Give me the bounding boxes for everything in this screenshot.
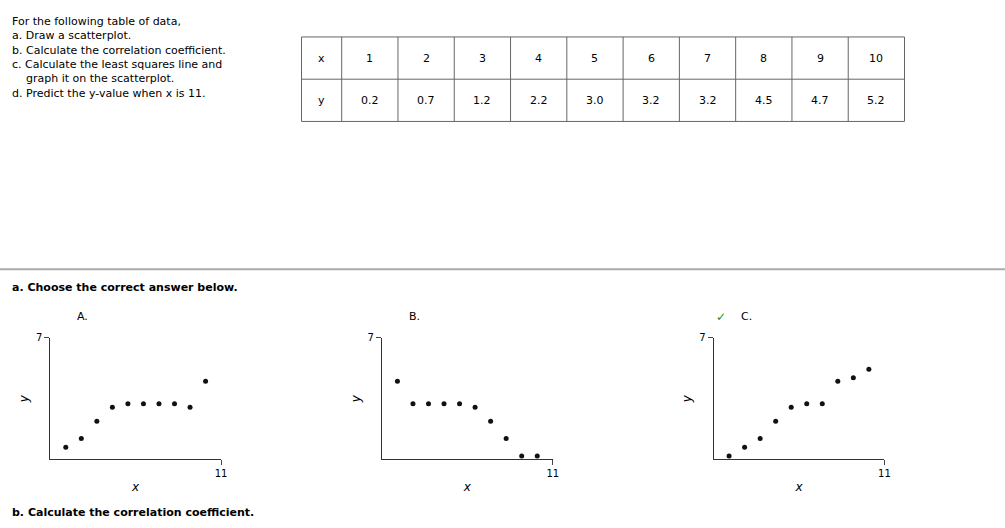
svg-text:a. Choose the correct answer b: a. Choose the correct answer below. [12,281,238,294]
svg-text:11: 11 [878,468,891,479]
svg-text:x: x [794,480,803,494]
svg-text:11: 11 [215,468,228,479]
svg-text:11: 11 [546,468,559,479]
svg-text:1: 1 [366,52,373,65]
svg-text:2.2: 2.2 [530,94,548,107]
svg-text:3.2: 3.2 [699,94,717,107]
svg-text:5: 5 [591,52,598,65]
svg-text:x: x [463,480,472,494]
svg-text:7: 7 [36,332,42,343]
svg-text:4.5: 4.5 [755,94,773,107]
svg-text:y: y [349,394,363,403]
svg-text:A.: A. [77,310,88,323]
svg-text:9: 9 [817,52,824,65]
svg-text:10: 10 [869,52,883,65]
svg-text:7: 7 [368,332,374,343]
svg-text:✓: ✓ [716,310,726,324]
svg-text:B.: B. [409,310,420,323]
svg-text:1.2: 1.2 [473,94,491,107]
svg-text:y: y [17,394,31,403]
svg-text:5.2: 5.2 [867,94,885,107]
svg-text:8: 8 [760,52,767,65]
svg-text:x: x [318,52,325,65]
svg-text:y: y [680,394,694,403]
svg-text:4: 4 [535,52,542,65]
svg-text:x: x [131,480,140,494]
svg-text:3.2: 3.2 [642,94,660,107]
svg-text:3.0: 3.0 [586,94,604,107]
svg-text:7: 7 [704,52,711,65]
svg-text:For the following table of dat: For the following table of data,a. Draw … [12,15,226,100]
svg-text:y: y [318,94,325,107]
svg-text:2: 2 [423,52,430,65]
svg-text:3: 3 [479,52,486,65]
svg-text:C.: C. [741,310,752,323]
svg-text:4.7: 4.7 [811,94,829,107]
svg-text:6: 6 [648,52,655,65]
svg-text:b. Calculate the correlation c: b. Calculate the correlation coefficient… [12,506,254,519]
svg-text:0.7: 0.7 [417,94,435,107]
svg-text:7: 7 [699,332,705,343]
svg-text:0.2: 0.2 [361,94,379,107]
